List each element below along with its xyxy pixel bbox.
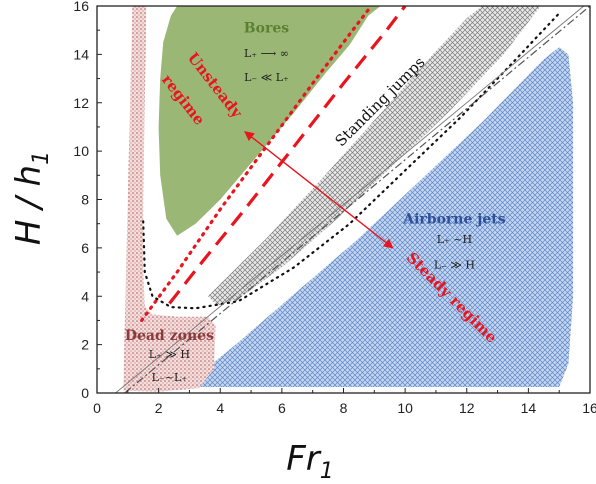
y-tick-label: 6 <box>81 240 89 256</box>
arrows-layer <box>244 131 394 249</box>
boundary-lines-layer <box>115 4 591 394</box>
region-airborne-jets <box>189 47 574 387</box>
region-title-bores: Bores <box>244 21 289 37</box>
x-tick-label: 8 <box>340 400 348 416</box>
x-tick-label: 0 <box>93 400 101 416</box>
x-tick-label: 2 <box>155 400 163 416</box>
y-tick-label: 0 <box>81 385 89 401</box>
y-axis-title-main: H / h <box>9 165 49 245</box>
y-tick-label: 12 <box>73 95 89 111</box>
unsteady-dotted-boundary <box>140 4 373 322</box>
regions-layer <box>123 6 574 392</box>
diagonal-dash-dot-line <box>124 5 591 394</box>
region-subtitle-airborne-jets: L₋ ≫ H <box>434 258 475 271</box>
x-tick-label: 12 <box>459 400 475 416</box>
region-subtitle-dead-zones: L₊ ≫ H <box>149 348 190 361</box>
steady-dashed-boundary <box>168 5 407 305</box>
arrow-steady <box>290 167 394 249</box>
y-tick-label: 2 <box>81 337 89 353</box>
region-dead-zones <box>123 6 216 392</box>
x-tick-label: 4 <box>216 400 224 416</box>
region-subtitle-airborne-jets: L₊ ~H <box>437 233 472 246</box>
region-subtitle-bores: L₊ ⟶ ∞ <box>244 47 289 60</box>
y-tick-label: 16 <box>73 0 89 14</box>
region-subtitle-dead-zones: L₋~L₊ <box>152 371 188 384</box>
lower-dotted-boundary <box>142 12 561 310</box>
region-title-dead-zones: Dead zones <box>125 328 214 344</box>
y-tick-label: 10 <box>73 143 89 159</box>
y-tick-label: 8 <box>81 192 89 208</box>
y-axis-title-sub: 1 <box>29 151 54 165</box>
x-tick-label: 6 <box>278 400 286 416</box>
y-axis-title: H / h1 <box>9 151 54 245</box>
y-tick-label: 4 <box>81 288 89 304</box>
diagonal-solid-line <box>115 5 585 394</box>
x-axis-title-sub: 1 <box>320 459 334 484</box>
x-tick-label: 14 <box>521 400 537 416</box>
arrow-unsteady <box>244 131 292 169</box>
y-tick-label: 14 <box>73 46 89 62</box>
x-tick-label: 16 <box>582 400 596 416</box>
ticks-layer: 0 2 4 6 8 10 12 14 16 0 2 4 6 8 10 12 14 16 <box>73 0 596 416</box>
x-tick-label: 10 <box>397 400 413 416</box>
region-bores <box>158 6 381 236</box>
region-subtitle-bores: L₋ ≪ L₊ <box>244 71 289 84</box>
x-axis-title: Fr1 <box>286 439 334 484</box>
x-axis-title-main: Fr <box>286 439 322 479</box>
region-title-airborne-jets: Airborne jets <box>402 212 505 228</box>
region-standing-jumps <box>207 6 541 306</box>
